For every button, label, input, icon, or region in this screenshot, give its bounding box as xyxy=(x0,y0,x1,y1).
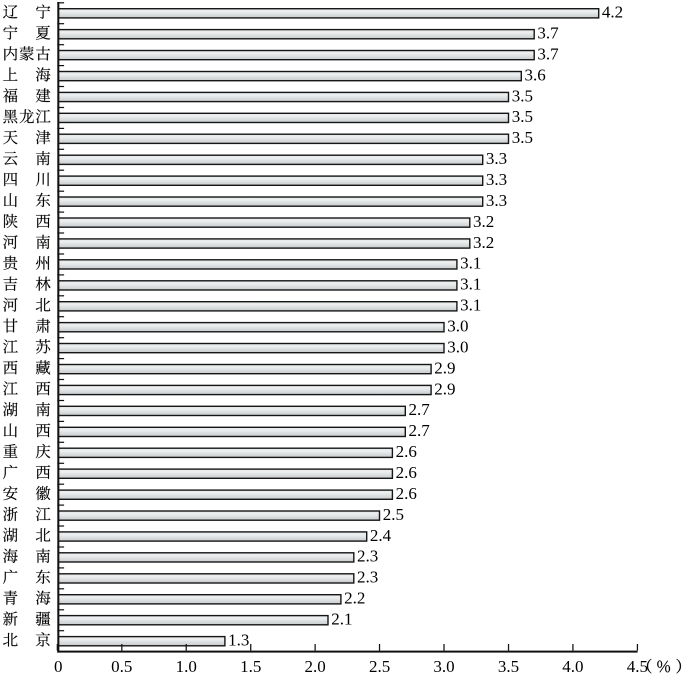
svg-text:3.2: 3.2 xyxy=(473,233,494,252)
svg-text:3.5: 3.5 xyxy=(512,128,533,147)
svg-text:3.1: 3.1 xyxy=(460,275,481,294)
svg-text:3.0: 3.0 xyxy=(433,657,454,676)
svg-text:3.1: 3.1 xyxy=(460,254,481,273)
svg-text:2.9: 2.9 xyxy=(434,358,455,377)
svg-text:2.6: 2.6 xyxy=(396,463,417,482)
svg-text:2.3: 2.3 xyxy=(357,568,378,587)
svg-text:2.5: 2.5 xyxy=(369,657,390,676)
svg-text:3.5: 3.5 xyxy=(512,107,533,126)
svg-text:2.1: 2.1 xyxy=(331,610,352,629)
svg-text:4.5: 4.5 xyxy=(627,657,648,676)
svg-text:3.7: 3.7 xyxy=(537,44,559,63)
svg-text:3.1: 3.1 xyxy=(460,296,481,315)
svg-text:2.2: 2.2 xyxy=(344,589,365,608)
svg-text:2.7: 2.7 xyxy=(409,421,431,440)
svg-text:2.0: 2.0 xyxy=(304,657,325,676)
svg-text:2.7: 2.7 xyxy=(409,400,431,419)
svg-text:2.5: 2.5 xyxy=(383,505,404,524)
svg-text:2.9: 2.9 xyxy=(434,379,455,398)
svg-text:0: 0 xyxy=(54,657,63,676)
svg-text:3.2: 3.2 xyxy=(473,212,494,231)
svg-text:3.3: 3.3 xyxy=(486,191,507,210)
svg-text:3.5: 3.5 xyxy=(498,657,519,676)
svg-text:1.0: 1.0 xyxy=(176,657,197,676)
svg-text:4.2: 4.2 xyxy=(602,3,623,22)
svg-text:3.7: 3.7 xyxy=(537,24,559,43)
svg-text:1.5: 1.5 xyxy=(240,657,261,676)
svg-text:3.5: 3.5 xyxy=(512,86,533,105)
svg-text:3.3: 3.3 xyxy=(486,170,507,189)
svg-text:2.3: 2.3 xyxy=(357,547,378,566)
svg-text:2.4: 2.4 xyxy=(370,526,392,545)
svg-text:3.0: 3.0 xyxy=(447,337,468,356)
svg-text:2.6: 2.6 xyxy=(396,442,417,461)
svg-text:1.3: 1.3 xyxy=(228,631,249,650)
svg-text:3.6: 3.6 xyxy=(525,65,546,84)
svg-text:4.0: 4.0 xyxy=(562,657,583,676)
svg-text:3.0: 3.0 xyxy=(447,317,468,336)
svg-text:3.3: 3.3 xyxy=(486,149,507,168)
svg-text:2.6: 2.6 xyxy=(396,484,417,503)
svg-text:0.5: 0.5 xyxy=(111,657,132,676)
